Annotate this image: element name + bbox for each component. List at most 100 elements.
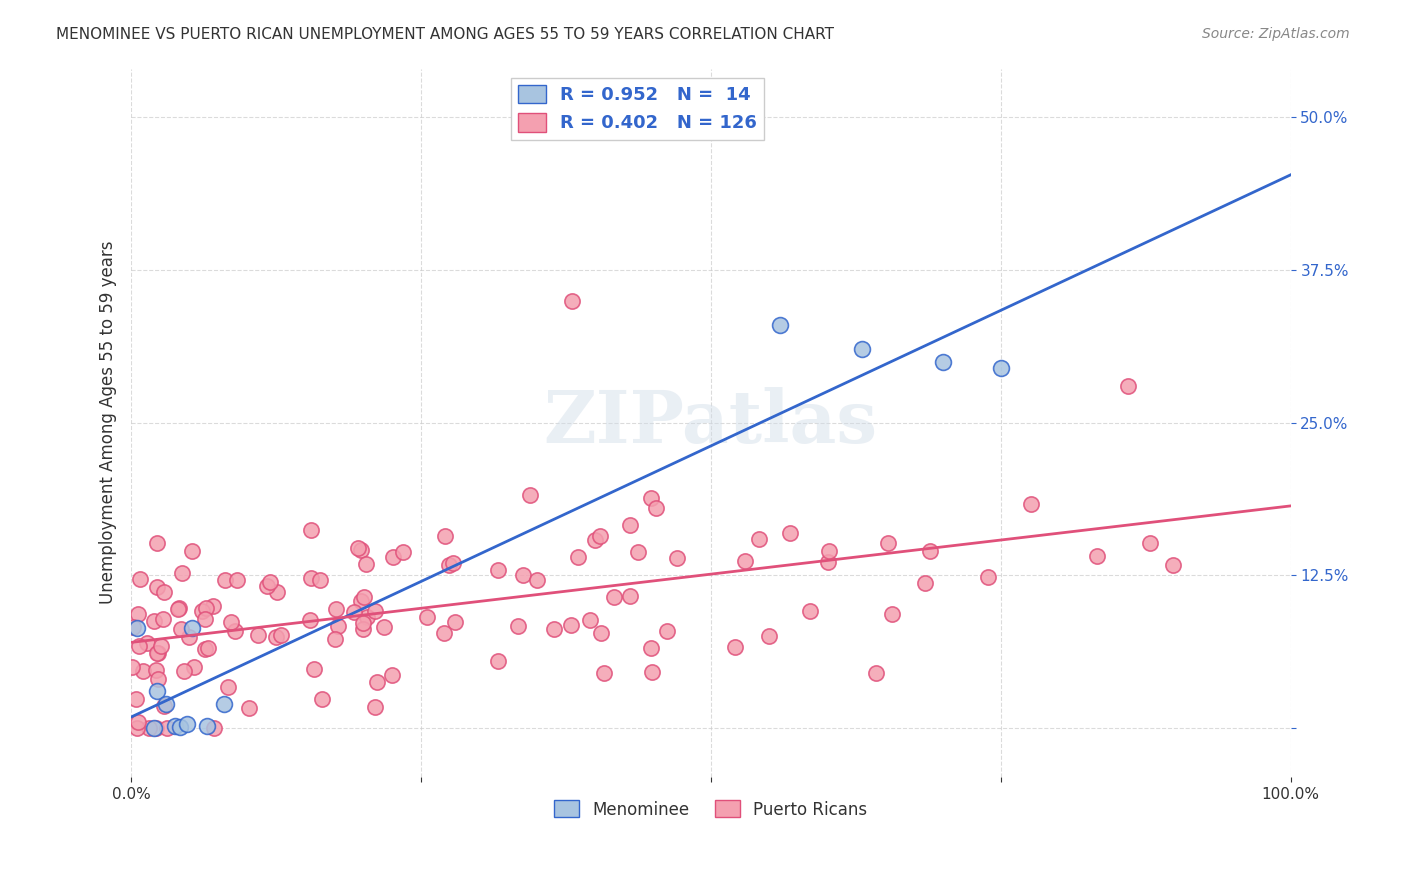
Point	[877, 536, 900, 550]
Point	[204, 721, 226, 735]
Point	[392, 545, 415, 559]
Point	[146, 580, 169, 594]
Point	[1019, 497, 1042, 511]
Point	[640, 491, 662, 506]
Point	[918, 543, 941, 558]
Point	[865, 665, 887, 680]
Point	[799, 604, 821, 618]
Point	[195, 718, 218, 732]
Point	[153, 698, 176, 713]
Point	[356, 610, 378, 624]
Point	[170, 622, 193, 636]
Point	[486, 563, 509, 577]
Point	[444, 615, 467, 629]
Point	[657, 624, 679, 638]
Point	[817, 555, 839, 569]
Point	[135, 636, 157, 650]
Point	[197, 640, 219, 655]
Point	[128, 639, 150, 653]
Point	[350, 543, 373, 558]
Point	[512, 568, 534, 582]
Point	[156, 721, 179, 735]
Point	[666, 551, 689, 566]
Point	[121, 659, 143, 673]
Text: ZIPatlas: ZIPatlas	[544, 387, 877, 458]
Point	[145, 684, 167, 698]
Point	[152, 612, 174, 626]
Point	[165, 718, 187, 732]
Point	[195, 600, 218, 615]
Point	[619, 590, 641, 604]
Point	[125, 721, 148, 735]
Point	[194, 641, 217, 656]
Point	[121, 620, 143, 634]
Point	[138, 721, 160, 735]
Point	[932, 354, 955, 368]
Point	[543, 622, 565, 636]
Point	[350, 594, 373, 608]
Point	[644, 500, 666, 515]
Point	[214, 573, 236, 587]
Point	[560, 618, 582, 632]
Point	[381, 668, 404, 682]
Point	[125, 692, 148, 706]
Point	[266, 585, 288, 599]
Point	[238, 701, 260, 715]
Point	[212, 697, 235, 711]
Point	[373, 620, 395, 634]
Point	[155, 697, 177, 711]
Point	[325, 632, 347, 646]
Point	[381, 549, 404, 564]
Point	[308, 573, 330, 587]
Point	[247, 628, 270, 642]
Point	[145, 721, 167, 735]
Y-axis label: Unemployment Among Ages 55 to 59 years: Unemployment Among Ages 55 to 59 years	[100, 241, 117, 605]
Point	[567, 549, 589, 564]
Point	[256, 579, 278, 593]
Point	[302, 662, 325, 676]
Point	[641, 665, 664, 679]
Point	[146, 672, 169, 686]
Point	[851, 343, 873, 357]
Point	[264, 630, 287, 644]
Point	[578, 613, 600, 627]
Point	[259, 574, 281, 589]
Point	[127, 715, 149, 730]
Legend: Menominee, Puerto Ricans: Menominee, Puerto Ricans	[548, 794, 875, 825]
Point	[619, 517, 641, 532]
Text: MENOMINEE VS PUERTO RICAN UNEMPLOYMENT AMONG AGES 55 TO 59 YEARS CORRELATION CHA: MENOMINEE VS PUERTO RICAN UNEMPLOYMENT A…	[56, 27, 834, 42]
Point	[166, 601, 188, 615]
Point	[583, 533, 606, 547]
Point	[167, 600, 190, 615]
Point	[977, 570, 1000, 584]
Point	[364, 700, 387, 714]
Point	[221, 615, 243, 629]
Point	[589, 625, 612, 640]
Point	[748, 533, 770, 547]
Point	[364, 604, 387, 618]
Point	[153, 584, 176, 599]
Point	[519, 488, 541, 502]
Point	[437, 558, 460, 573]
Point	[353, 591, 375, 605]
Point	[352, 615, 374, 630]
Point	[1085, 549, 1108, 563]
Point	[627, 545, 650, 559]
Text: Source: ZipAtlas.com: Source: ZipAtlas.com	[1202, 27, 1350, 41]
Point	[593, 666, 616, 681]
Point	[441, 556, 464, 570]
Point	[146, 646, 169, 660]
Point	[226, 573, 249, 587]
Point	[298, 613, 321, 627]
Point	[146, 647, 169, 661]
Point	[217, 680, 239, 694]
Point	[325, 602, 347, 616]
Point	[724, 640, 747, 654]
Point	[589, 528, 612, 542]
Point	[145, 663, 167, 677]
Point	[173, 665, 195, 679]
Point	[1139, 535, 1161, 549]
Point	[311, 692, 333, 706]
Point	[366, 675, 388, 690]
Point	[1116, 379, 1139, 393]
